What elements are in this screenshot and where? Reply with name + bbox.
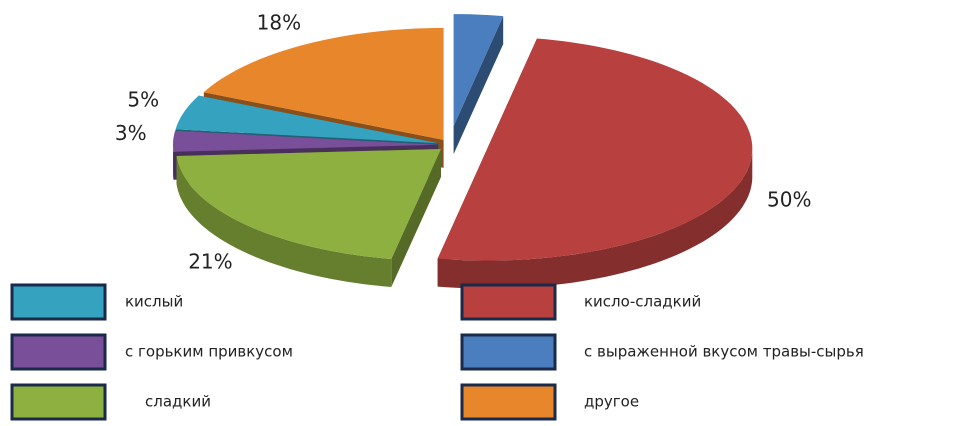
slice-top: [453, 14, 504, 127]
legend-label: кислый: [125, 293, 183, 311]
legend-swatch: [10, 333, 107, 371]
legend-label: сладкий: [145, 393, 211, 411]
slice-top: [437, 38, 753, 261]
data-label: 21%: [188, 249, 232, 273]
data-label: 5%: [127, 88, 159, 112]
slice-wall: [173, 144, 174, 180]
data-label: 18%: [257, 11, 301, 35]
data-label: 3%: [115, 121, 147, 145]
slice-wall: [176, 156, 392, 287]
slice-top: [175, 95, 439, 144]
legend-label: с выраженной вкусом травы-сырья: [584, 343, 864, 361]
legend-label: кисло-сладкий: [584, 293, 701, 311]
data-label: 3%: [467, 0, 499, 1]
slice-top: [173, 130, 438, 152]
legend-swatch: [460, 283, 557, 321]
slice: [176, 149, 441, 287]
legend-swatch: [10, 383, 107, 421]
slice-top: [203, 27, 444, 140]
legend-swatch: [460, 333, 557, 371]
slice-side: [391, 149, 441, 287]
slice-top: [176, 149, 441, 259]
legend-swatch: [10, 283, 107, 321]
legend-label: с горьким привкусом: [125, 343, 293, 361]
legend-label: другое: [584, 393, 639, 411]
data-label: 50%: [767, 187, 811, 211]
slice-wall: [437, 148, 753, 289]
legend-swatch: [460, 383, 557, 421]
slice: [437, 38, 753, 289]
slice: [453, 14, 504, 155]
slice-side: [453, 16, 504, 155]
